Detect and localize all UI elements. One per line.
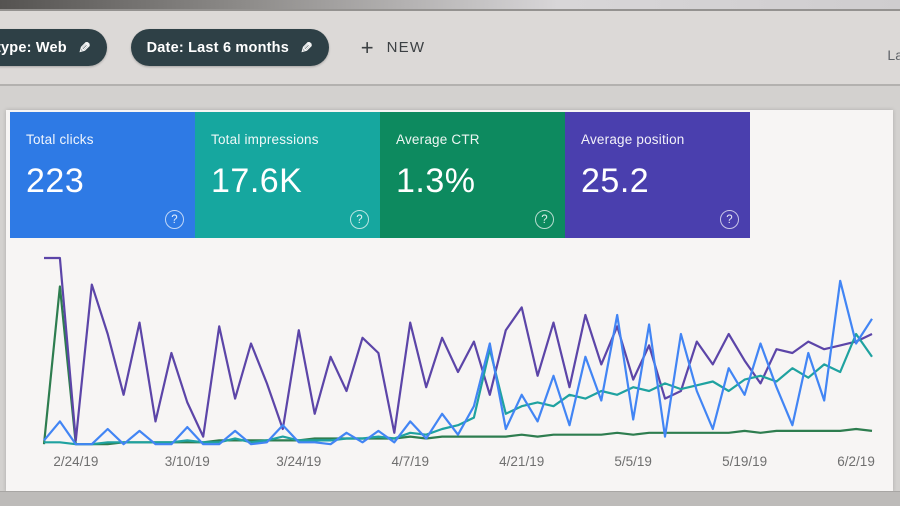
new-filter-button[interactable]: + NEW xyxy=(361,35,425,61)
metric-card-value: 25.2 xyxy=(581,162,650,200)
filter-chip-search-type[interactable]: type: Web ✎ xyxy=(0,29,107,66)
metric-card-value: 1.3% xyxy=(396,162,476,200)
filter-bar: type: Web ✎ Date: Last 6 months ✎ + NEW … xyxy=(0,11,900,84)
x-axis-labels: 2/24/19 3/10/19 3/24/19 4/7/19 4/21/19 5/5/19… xyxy=(10,454,890,478)
metric-card-label: Average CTR xyxy=(396,132,480,147)
plus-icon: + xyxy=(360,34,374,60)
x-axis-label: 5/5/19 xyxy=(614,454,652,469)
x-axis-label: 2/24/19 xyxy=(53,454,99,469)
x-axis-label: 3/24/19 xyxy=(276,454,322,469)
header-divider xyxy=(0,84,900,86)
help-icon[interactable]: ? xyxy=(350,210,369,229)
help-icon[interactable]: ? xyxy=(720,210,739,229)
metric-card-average-position[interactable]: Average position 25.2 ? xyxy=(565,112,750,238)
new-filter-button-label: NEW xyxy=(386,39,426,56)
metric-cards-row: Total clicks 223 ? Total impressions 17.… xyxy=(10,112,893,238)
metric-card-label: Average position xyxy=(581,132,685,147)
x-axis-label: 5/19/19 xyxy=(722,454,768,469)
edit-pencil-icon: ✎ xyxy=(300,39,313,57)
chart-area: 2/24/19 3/10/19 3/24/19 4/7/19 4/21/19 5/5/19… xyxy=(10,246,889,478)
metric-card-average-ctr[interactable]: Average CTR 1.3% ? xyxy=(380,112,565,238)
metric-card-value: 17.6K xyxy=(211,162,303,200)
metric-card-total-clicks[interactable]: Total clicks 223 ? xyxy=(10,112,195,238)
metric-card-total-impressions[interactable]: Total impressions 17.6K ? xyxy=(195,112,380,238)
x-axis-label: 6/2/19 xyxy=(837,454,875,469)
truncated-right-text: La xyxy=(887,47,900,63)
filter-chip-date-range[interactable]: Date: Last 6 months ✎ xyxy=(130,29,329,66)
performance-chart[interactable] xyxy=(10,246,890,454)
metric-card-label: Total clicks xyxy=(26,132,94,147)
metric-card-value: 223 xyxy=(26,162,85,200)
monitor-bottom-edge xyxy=(0,491,900,506)
content-area: Total clicks 223 ? Total impressions 17.… xyxy=(0,86,900,506)
edit-pencil-icon: ✎ xyxy=(77,39,91,57)
monitor-bezel xyxy=(0,0,900,9)
help-icon[interactable]: ? xyxy=(165,210,184,229)
filter-chip-search-type-label: type: Web xyxy=(0,39,67,56)
x-axis-label: 4/21/19 xyxy=(499,454,545,469)
series-impressions xyxy=(44,332,873,446)
metric-card-label: Total impressions xyxy=(211,132,319,147)
x-axis-label: 3/10/19 xyxy=(164,454,210,469)
series-ctr xyxy=(42,285,873,446)
series-clicks xyxy=(43,279,873,446)
x-axis-label: 4/7/19 xyxy=(391,454,429,469)
filter-chip-date-range-label: Date: Last 6 months xyxy=(146,39,289,56)
series-position xyxy=(44,256,873,442)
help-icon[interactable]: ? xyxy=(535,210,554,229)
performance-panel: Total clicks 223 ? Total impressions 17.… xyxy=(6,110,893,492)
monitor-bezel-edge xyxy=(0,9,900,11)
